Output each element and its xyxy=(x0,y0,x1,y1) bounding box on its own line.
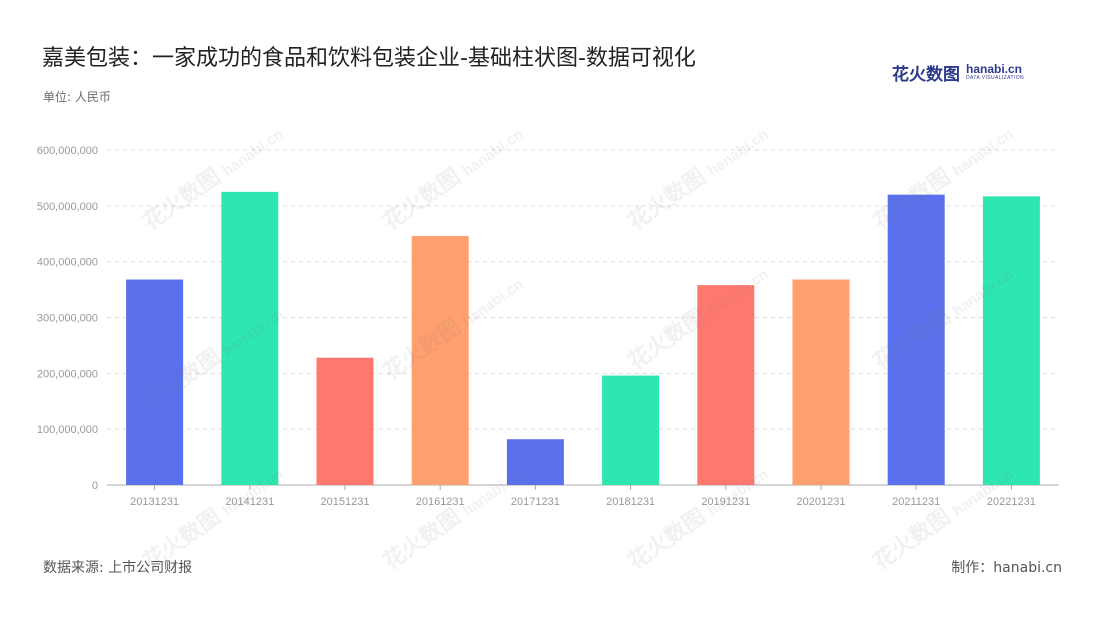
x-tick-label: 20171231 xyxy=(511,496,560,508)
x-tick-label: 20131231 xyxy=(130,496,179,508)
logo-en-block: hanabi.cn DATA VISUALIZATION xyxy=(966,63,1024,81)
x-tick-label: 20201231 xyxy=(797,496,846,508)
data-source: 数据来源: 上市公司财报 xyxy=(43,560,193,576)
bar xyxy=(602,375,660,485)
bar xyxy=(126,279,184,485)
x-tick-label: 20181231 xyxy=(606,496,655,508)
bar xyxy=(697,285,755,485)
brand-logo: 花火数图 hanabi.cn DATA VISUALIZATION xyxy=(892,60,1024,85)
chart-title: 嘉美包装：一家成功的食品和饮料包装企业-基础柱状图-数据可视化 xyxy=(42,46,696,71)
bar xyxy=(792,279,850,485)
bar xyxy=(887,194,945,485)
x-tick-label: 20161231 xyxy=(416,496,465,508)
logo-sub-text: DATA VISUALIZATION xyxy=(966,75,1025,81)
bar xyxy=(316,357,374,485)
bar xyxy=(411,235,469,485)
unit-label: 单位: 人民币 xyxy=(43,90,111,104)
logo-cn-text: 花火数图 xyxy=(892,64,960,85)
y-tick-label: 400,000,000 xyxy=(37,257,98,269)
x-tick-label: 20151231 xyxy=(321,496,370,508)
bar xyxy=(221,191,279,485)
x-tick-label: 20211231 xyxy=(892,496,940,508)
x-tick-label: 20141231 xyxy=(225,496,274,508)
credit-label: 制作：hanabi.cn xyxy=(951,560,1062,576)
y-tick-label: 300,000,000 xyxy=(37,313,98,325)
y-tick-label: 200,000,000 xyxy=(37,368,98,380)
y-tick-label: 0 xyxy=(92,480,98,492)
x-tick-label: 20221231 xyxy=(987,496,1036,508)
bar xyxy=(982,196,1040,485)
y-tick-label: 100,000,000 xyxy=(37,424,98,436)
logo-en-text: hanabi.cn xyxy=(966,62,1023,76)
x-tick-label: 20191231 xyxy=(701,496,750,508)
y-tick-label: 600,000,000 xyxy=(37,145,98,157)
y-tick-label: 500,000,000 xyxy=(37,201,98,213)
bar xyxy=(506,439,564,485)
